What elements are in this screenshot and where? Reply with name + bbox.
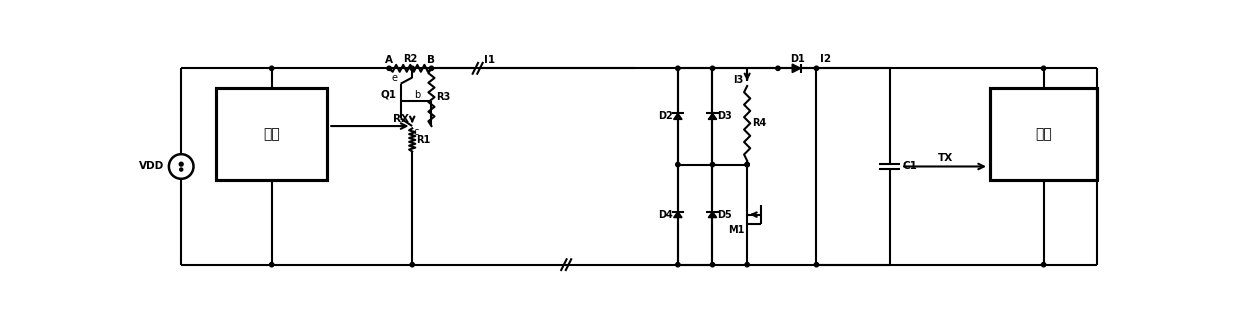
- Text: I1: I1: [484, 55, 495, 65]
- Circle shape: [745, 263, 749, 267]
- Polygon shape: [708, 114, 717, 119]
- Text: R1: R1: [417, 135, 430, 145]
- Circle shape: [180, 168, 182, 171]
- Polygon shape: [792, 64, 801, 72]
- Circle shape: [776, 66, 780, 70]
- Text: D3: D3: [717, 111, 732, 122]
- Circle shape: [1042, 263, 1045, 267]
- Bar: [216, 87, 327, 180]
- Circle shape: [429, 66, 434, 70]
- Polygon shape: [673, 211, 682, 218]
- Circle shape: [269, 66, 274, 70]
- Circle shape: [745, 162, 749, 167]
- Circle shape: [387, 66, 392, 70]
- Circle shape: [269, 263, 274, 267]
- Circle shape: [676, 162, 680, 167]
- Polygon shape: [708, 211, 717, 218]
- Circle shape: [711, 66, 714, 70]
- Text: VDD: VDD: [139, 161, 164, 172]
- Text: D4: D4: [658, 210, 673, 219]
- Text: e: e: [392, 72, 398, 83]
- Circle shape: [180, 162, 184, 166]
- Polygon shape: [673, 114, 682, 119]
- Circle shape: [815, 263, 818, 267]
- Text: D2: D2: [658, 111, 673, 122]
- Text: Q1: Q1: [381, 90, 397, 100]
- Circle shape: [1042, 66, 1045, 70]
- Circle shape: [410, 263, 414, 267]
- Text: D5: D5: [717, 210, 732, 219]
- Text: C1: C1: [903, 161, 918, 172]
- Bar: [990, 87, 1097, 180]
- Text: c: c: [414, 127, 419, 137]
- Text: 从机: 从机: [263, 127, 280, 141]
- Text: M1: M1: [728, 225, 745, 235]
- Circle shape: [711, 263, 714, 267]
- Text: 主机: 主机: [1035, 127, 1052, 141]
- Circle shape: [815, 66, 818, 70]
- Text: R3: R3: [436, 92, 450, 102]
- Circle shape: [410, 66, 414, 70]
- Text: I3: I3: [733, 75, 743, 85]
- Circle shape: [745, 162, 749, 167]
- Text: R4: R4: [751, 118, 766, 128]
- Circle shape: [711, 162, 714, 167]
- Text: A: A: [386, 55, 393, 65]
- Text: R2: R2: [403, 55, 418, 64]
- Text: I2: I2: [821, 55, 832, 64]
- Text: B: B: [428, 55, 435, 65]
- Text: D1: D1: [790, 55, 805, 64]
- Text: b: b: [414, 90, 420, 100]
- Circle shape: [676, 66, 680, 70]
- Text: TX: TX: [937, 153, 952, 163]
- Circle shape: [676, 263, 680, 267]
- Text: RX: RX: [393, 114, 409, 124]
